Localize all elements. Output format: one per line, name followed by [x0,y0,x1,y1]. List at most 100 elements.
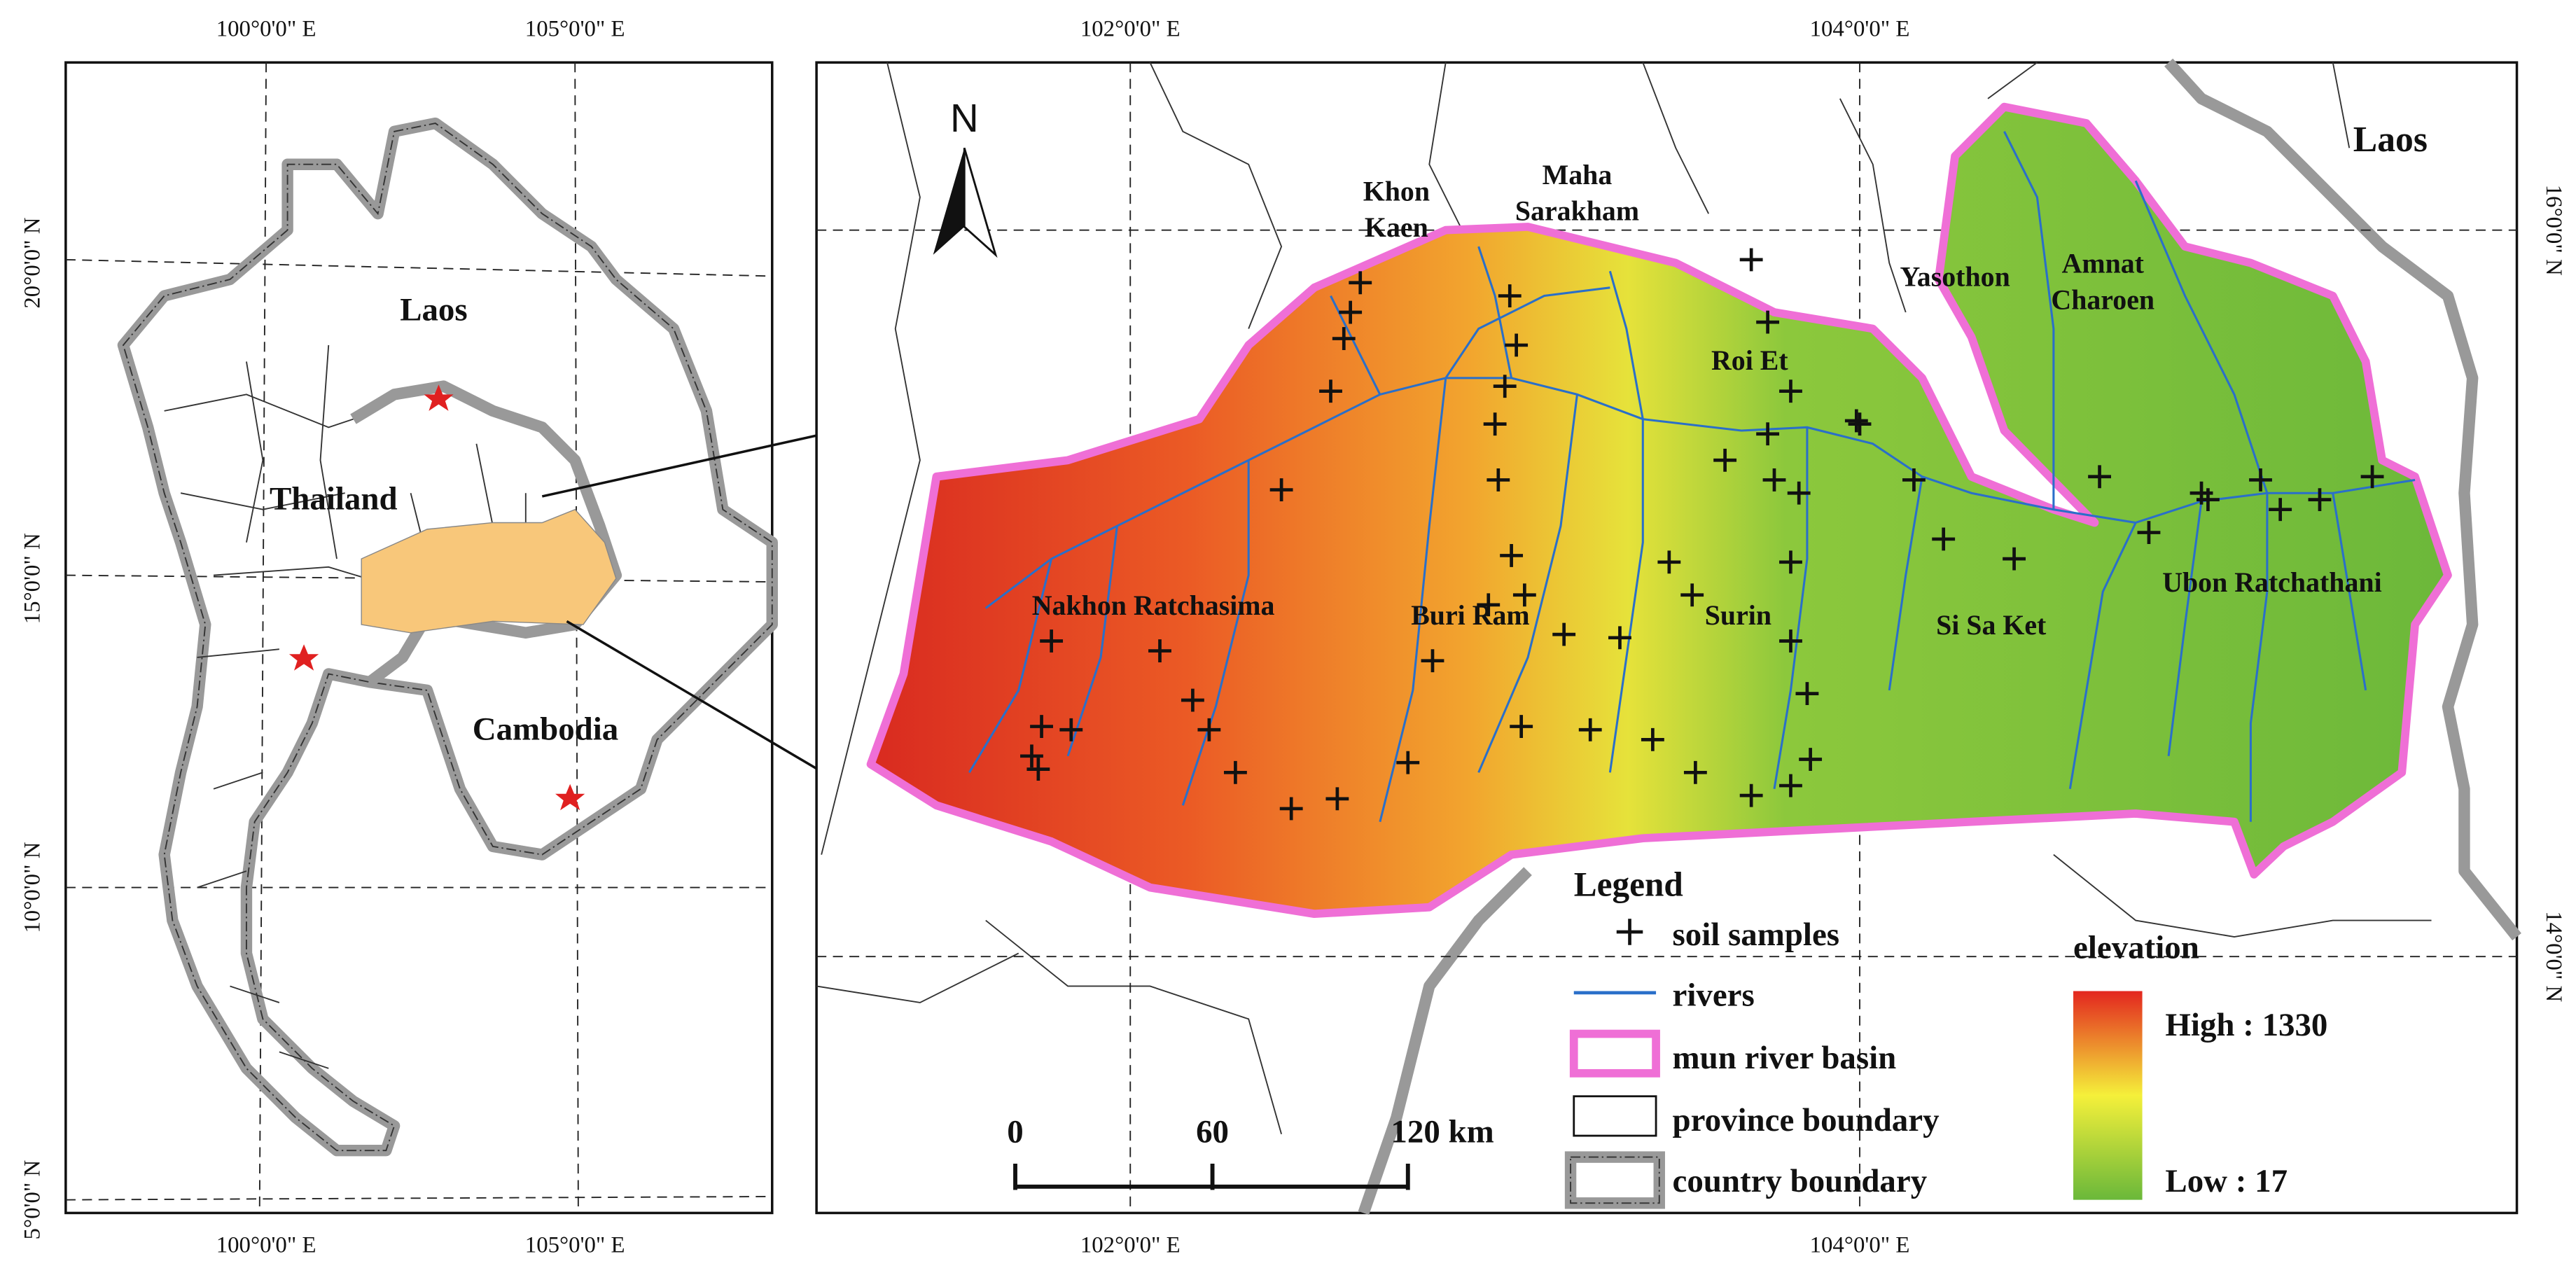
elevation-low: Low : 17 [2165,1163,2288,1199]
soil-sample [1026,758,1050,781]
main-lon-label: 102°0'0" E [1080,17,1181,42]
inset-lat-label: 5°0'0" N [20,1160,45,1240]
legend-label: province boundary [1673,1102,1940,1138]
soil-sample [1512,583,1536,607]
soil-sample [1181,688,1204,712]
country-label: Laos [2353,120,2428,160]
soil-sample [1902,468,1926,492]
soil-sample [2249,468,2272,492]
elevation-high: High : 1330 [2165,1007,2327,1043]
rivers [968,131,2416,823]
inset-lat-label: 20°0'0" N [20,218,45,309]
country-label: Cambodia [473,711,619,747]
soil-sample [1641,727,1664,751]
inset-lon-label: 105°0'0" E [525,17,625,42]
map-shape [424,384,454,411]
soil-sample [1040,629,1064,653]
legend-label: mun river basin [1673,1040,1897,1076]
legend-label: rivers [1673,977,1755,1014]
soil-sample [1756,422,1780,446]
province-label: Si Sa Ket [1936,609,2047,641]
legend-symbol [1570,1156,1660,1204]
soil-sample [1844,409,1868,433]
scale-label: 60 [1196,1113,1229,1150]
north-label: N [950,96,979,140]
study-area-highlight [361,508,617,634]
map-line [574,62,579,1213]
map-shape [555,783,585,811]
soil-sample [1477,593,1501,617]
soil-sample [1739,783,1763,807]
soil-sample [1319,379,1342,403]
soil-sample [2196,488,2220,512]
soil-sample [1683,760,1707,784]
soil-sample [1059,718,1083,741]
province-label: Ubon Ratchathani [2162,566,2381,598]
province-label: Nakhon Ratchasima [1032,590,1275,621]
soil-sample [1269,478,1293,501]
scale-label: 120 km [1391,1113,1494,1150]
soil-sample [1787,481,1811,505]
legend-label: soil samples [1673,917,1840,953]
inset-stars [288,384,585,811]
soil-sample [1332,327,1356,351]
soil-samples [1020,248,2384,821]
soil-sample [1657,550,1681,574]
main-lat-label: 14°0'0" N [2541,911,2566,1002]
soil-sample [1848,412,1872,436]
main-background [816,58,2521,1215]
scale-label: 0 [1007,1113,1023,1150]
soil-sample [1779,774,1802,797]
inset-lon-label: 105°0'0" E [525,1233,625,1258]
soil-sample [1498,284,1522,307]
soil-sample [1030,715,1053,738]
soil-sample [1349,271,1372,295]
soil-sample [1325,787,1349,811]
map-line [65,258,772,277]
mun-river-basin [866,102,2452,919]
scale-bar [1013,1163,1410,1190]
legend-symbol [1616,919,1643,945]
map-shape [933,148,965,255]
inset-lon-label: 100°0'0" E [216,1233,316,1258]
map-shape [963,147,998,258]
soil-sample [1493,375,1517,398]
soil-sample [1396,751,1420,774]
elevation-title: elevation [2073,930,2199,966]
soil-sample [1020,744,1043,768]
map-shape [288,644,319,671]
soil-sample [1510,715,1533,738]
soil-sample [1608,626,1631,650]
soil-sample [2308,488,2332,512]
province-label: Roi Et [1711,344,1788,376]
main-lat-label: 16°0'0" N [2541,185,2566,276]
soil-sample [1779,629,1802,653]
soil-sample [1779,550,1802,574]
province-label: Yasothon [1900,260,2010,292]
map-shape [1358,867,1532,1215]
province-label: Amnat [2062,248,2145,279]
soil-sample [1500,544,1524,567]
province-label: Khon [1363,175,1430,207]
inset-countries [117,117,778,1157]
soil-sample [1421,649,1444,673]
soil-sample [2088,465,2111,489]
soil-sample [1680,583,1704,607]
legend-symbol [1564,1151,1665,1209]
province-label: Kaen [1365,211,1428,243]
province-label: Maha [1543,159,1613,190]
soil-sample [1223,760,1247,784]
soil-sample [2360,465,2384,489]
province-label: Charoen [2051,284,2154,315]
map-shape [968,131,2367,823]
main-lon-label: 102°0'0" E [1080,1233,1181,1258]
main-lon-label: 104°0'0" E [1810,17,1910,42]
map-shape [2164,58,2521,941]
main-lon-label: 104°0'0" E [1810,1233,1910,1258]
soil-sample [1779,379,1802,403]
inset-lat-label: 10°0'0" N [20,842,45,933]
soil-sample [1932,527,1956,551]
elevation-colorbar [2073,991,2143,1200]
